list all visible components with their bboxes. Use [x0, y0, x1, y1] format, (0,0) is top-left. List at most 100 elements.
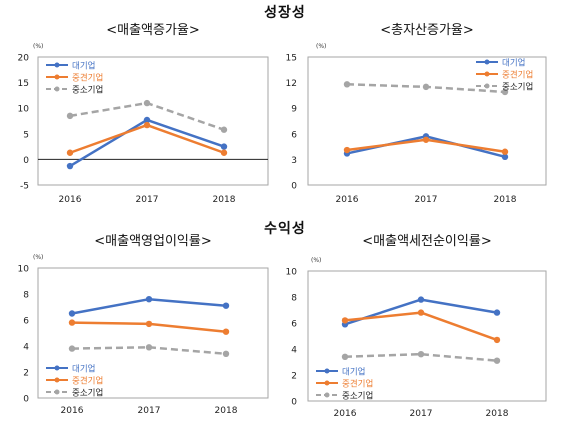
chart-0-series-2-point	[220, 126, 228, 133]
chart-3-y-tick-label: 0	[291, 398, 297, 408]
chart-1-y-tick-label: 12	[286, 79, 297, 89]
chart-3-series-2-point	[341, 353, 349, 360]
chart-3-x-tick-label: 2016	[334, 409, 357, 419]
chart-2-series-1-point	[222, 328, 230, 335]
chart-2-plot-area	[37, 267, 269, 399]
chart-3-series-2-line	[344, 352, 498, 362]
chart-0-y-tick-label: 5	[23, 130, 29, 140]
chart-3-series-1-point	[417, 309, 425, 316]
chart-3-series-2-point	[493, 357, 501, 364]
chart-2-series-2-point	[222, 350, 230, 357]
chart-3-y-tick-label: 4	[291, 346, 297, 356]
chart-1-legend-marker	[484, 71, 490, 77]
chart-3-legend-label: 중소기업	[342, 392, 373, 402]
chart-0-series-1-point	[220, 149, 228, 156]
chart-2-legend-marker	[54, 377, 60, 383]
chart-1-legend-label: 중소기업	[502, 83, 533, 93]
chart-0-y-tick-label: 15	[18, 79, 29, 89]
chart-1-series-2-point	[343, 81, 351, 88]
chart-0-series-1-point	[66, 149, 74, 156]
chart-2-y-tick-label: 2	[23, 369, 29, 379]
chart-1-series-1-point	[422, 136, 430, 143]
chart-3-x-tick-label: 2017	[410, 409, 433, 419]
chart-2-legend-marker	[54, 365, 60, 371]
chart-0-series-1-point	[143, 121, 151, 129]
section-title-growth: 성장성	[264, 5, 306, 21]
chart-1-unit-label: (%)	[316, 43, 326, 50]
chart-0-y-tick-label: 10	[18, 105, 30, 115]
chart-2-series-0-point	[222, 302, 230, 309]
chart-1-legend-marker	[484, 83, 490, 89]
chart-1-x-tick-label: 2017	[415, 195, 438, 205]
chart-2-y-tick-label: 0	[23, 395, 29, 405]
chart-0-series-0-point	[220, 143, 228, 150]
chart-0-y-tick-label: -5	[20, 182, 29, 192]
chart-0-x-tick-label: 2016	[59, 195, 82, 205]
chart-1-legend-label: 중견기업	[502, 70, 533, 81]
chart-0-legend-marker	[54, 62, 60, 68]
chart-1-plot-area	[307, 56, 547, 186]
chart-2-series-0-point	[145, 296, 153, 303]
chart-3-y-tick-label: 10	[286, 268, 298, 278]
chart-3-y-tick-label: 2	[291, 372, 297, 382]
chart-2-title: <매출액영업이익률>	[94, 234, 211, 249]
chart-2-series-2-point	[145, 344, 153, 351]
chart-3-series-1-point	[493, 336, 501, 344]
chart-3-series-2-point	[417, 351, 425, 358]
chart-1-series-2-point	[422, 83, 430, 91]
chart-1-series-1-point	[501, 148, 509, 155]
chart-1-legend-label: 대기업	[502, 59, 525, 69]
chart-2-y-tick-label: 8	[23, 291, 29, 301]
chart-1-y-tick-label: 0	[291, 182, 297, 192]
chart-2-x-tick-label: 2018	[215, 406, 238, 416]
chart-2-y-tick-label: 4	[23, 343, 29, 353]
chart-2-x-tick-label: 2017	[138, 406, 161, 416]
chart-1-y-tick-label: 15	[286, 54, 297, 64]
chart-1-x-tick-label: 2016	[336, 195, 359, 205]
chart-0-legend-label: 중견기업	[72, 73, 103, 84]
chart-2-x-tick-label: 2016	[61, 406, 84, 416]
chart-0-plot-area	[37, 56, 269, 186]
chart-1-legend-marker	[484, 59, 490, 65]
chart-0-unit-label: (%)	[33, 43, 43, 50]
chart-3-series-1-point	[341, 317, 349, 324]
chart-0-legend-marker	[54, 74, 60, 80]
chart-3-legend-marker	[324, 368, 330, 374]
chart-1-series-0-point	[501, 153, 509, 161]
chart-1-series-2-point	[501, 88, 509, 96]
chart-3-plot-area	[307, 270, 547, 402]
chart-3-x-tick-label: 2018	[486, 409, 509, 419]
chart-0-series-2-point	[66, 112, 74, 120]
chart-2-y-tick-label: 6	[23, 317, 29, 327]
chart-3-y-tick-label: 6	[291, 320, 297, 330]
chart-2-series-2-point	[68, 345, 76, 352]
chart-0-series-0-point	[143, 116, 151, 124]
chart-3-legend-label: 중견기업	[342, 379, 373, 390]
chart-2-legend-label: 대기업	[72, 365, 95, 375]
chart-1-series-1-point	[343, 146, 351, 154]
section-title-profitability: 수익성	[264, 221, 306, 237]
chart-3-legend-marker	[324, 380, 330, 386]
chart-2-legend-label: 중견기업	[72, 376, 103, 387]
chart-1-x-tick-label: 2018	[494, 195, 517, 205]
chart-0-series-0-point	[66, 162, 74, 170]
chart-3-legend-marker	[324, 392, 330, 398]
chart-0-legend-label: 대기업	[72, 62, 95, 72]
chart-1-y-tick-label: 6	[291, 130, 297, 140]
chart-1-y-tick-label: 9	[291, 105, 297, 115]
chart-0-y-tick-label: 20	[18, 54, 30, 64]
chart-3-legend-label: 대기업	[342, 368, 365, 378]
chart-3-y-tick-label: 8	[291, 294, 297, 304]
chart-0-series-2-point	[143, 99, 151, 107]
chart-2-series-1-point	[145, 320, 153, 328]
chart-3-series-0-point	[417, 296, 425, 303]
chart-2-legend-label: 중소기업	[72, 389, 103, 399]
chart-2-y-tick-label: 10	[18, 265, 30, 275]
chart-2-series-1-point	[68, 319, 76, 326]
chart-3-title: <매출액세전순이익률>	[362, 234, 491, 249]
chart-1-y-tick-label: 3	[291, 156, 297, 166]
chart-0-legend-label: 중소기업	[72, 86, 103, 96]
chart-3-series-0-point	[493, 309, 501, 316]
chart-0-y-tick-label: 0	[23, 156, 29, 166]
